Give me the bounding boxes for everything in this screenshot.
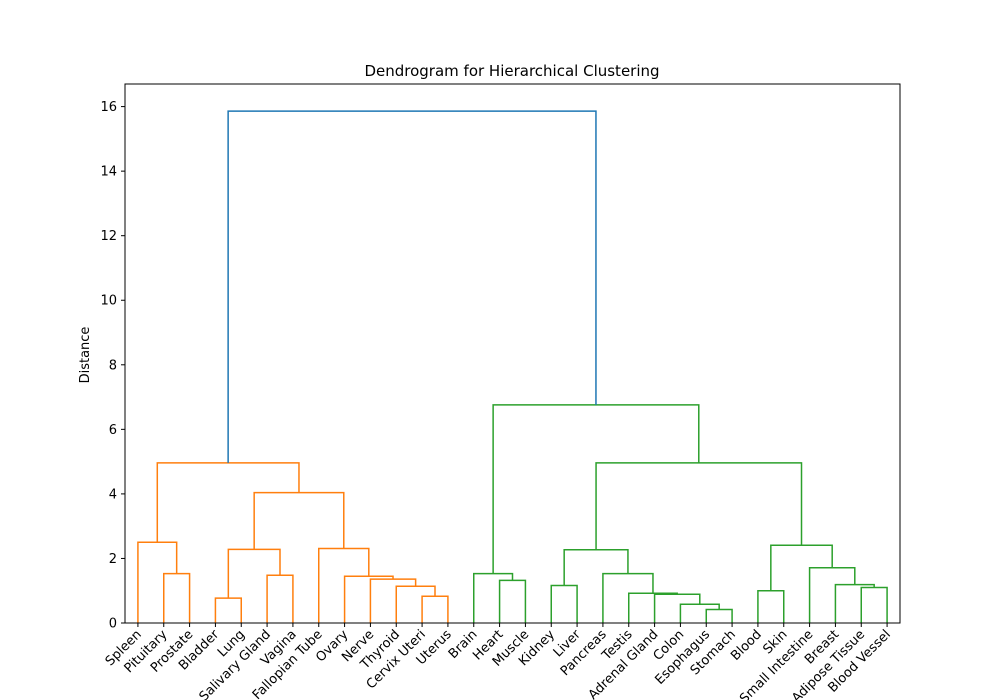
dendrogram-link — [163, 572, 191, 623]
dendrogram-link — [227, 548, 281, 599]
dendrogram-link — [653, 593, 701, 623]
dendrogram-links — [137, 110, 888, 623]
plot-frame — [124, 83, 901, 624]
dendrogram-link — [156, 462, 300, 543]
y-tick-label: 14 — [100, 165, 117, 180]
dendrogram-link — [602, 572, 654, 623]
dendrogram-link — [318, 547, 370, 623]
y-tick-label: 10 — [100, 294, 117, 309]
dendrogram-link — [266, 574, 294, 623]
y-axis: 0 2 4 6 8 10 12 14 16 — [100, 100, 125, 632]
x-axis: SpleenPituitaryProstateBladderLungSaliva… — [103, 623, 894, 700]
y-tick-label: 6 — [109, 423, 117, 438]
dendrogram-link — [705, 608, 733, 623]
dendrogram-link — [343, 575, 394, 623]
dendrogram-link — [595, 462, 803, 550]
dendrogram-link — [137, 541, 178, 623]
dendrogram-link — [227, 110, 597, 463]
dendrogram-link — [498, 579, 527, 623]
y-tick-label: 4 — [109, 487, 117, 502]
dendrogram-link — [421, 595, 449, 623]
y-axis-label: Distance — [78, 327, 93, 384]
dendrogram-link — [808, 567, 856, 623]
dendrogram-link — [395, 585, 436, 623]
dendrogram-link — [492, 404, 700, 574]
dendrogram-link — [550, 584, 578, 623]
dendrogram-link — [860, 586, 888, 623]
y-tick-label: 16 — [100, 100, 117, 115]
dendrogram-link — [757, 589, 785, 623]
dendrogram-link — [679, 603, 720, 623]
chart-title: Dendrogram for Hierarchical Clustering — [364, 62, 659, 80]
y-tick-label: 2 — [109, 552, 117, 567]
dendrogram-link — [253, 491, 345, 550]
y-tick-label: 8 — [109, 358, 117, 373]
dendrogram-link — [628, 592, 678, 623]
y-tick-label: 0 — [109, 617, 117, 632]
dendrogram-link — [473, 572, 514, 623]
y-tick-label: 12 — [100, 229, 117, 244]
dendrogram-link — [834, 583, 875, 623]
dendrogram-link — [563, 548, 629, 586]
dendrogram-link — [214, 597, 242, 623]
